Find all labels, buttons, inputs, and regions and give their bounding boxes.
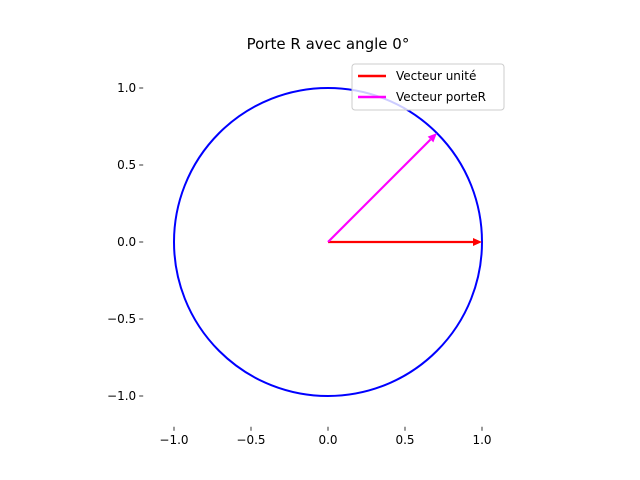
y-tick-label: 0.0 xyxy=(117,235,136,249)
legend-box xyxy=(351,63,505,111)
x-tick-label: 0.5 xyxy=(395,433,414,447)
vector-porter-shaft xyxy=(327,138,432,243)
y-tick-label: 0.5 xyxy=(117,158,136,172)
x-tick-label: −1.0 xyxy=(159,433,188,447)
y-tick-label: −0.5 xyxy=(107,312,136,326)
vector-unite xyxy=(328,238,482,246)
plot-area xyxy=(173,87,483,397)
axes: −1.0 −0.5 0.0 0.5 1.0 −1.0 −0.5 0.0 0.5 1.0 xyxy=(107,81,491,447)
x-tick-label: 1.0 xyxy=(472,433,491,447)
vector-porter-head xyxy=(427,133,437,143)
vector-unite-head xyxy=(473,238,482,246)
y-tick-label: 1.0 xyxy=(117,81,136,95)
vector-porter xyxy=(327,133,437,243)
chart-title: Porte R avec angle 0° xyxy=(247,35,410,53)
x-tick-label: −0.5 xyxy=(236,433,265,447)
legend-label-vecteur-porter: Vecteur porteR xyxy=(396,90,486,104)
x-tick-label: 0.0 xyxy=(318,433,337,447)
legend: Vecteur unité Vecteur porteR xyxy=(351,63,505,111)
legend-label-vecteur-unite: Vecteur unité xyxy=(396,69,476,83)
y-tick-label: −1.0 xyxy=(107,389,136,403)
